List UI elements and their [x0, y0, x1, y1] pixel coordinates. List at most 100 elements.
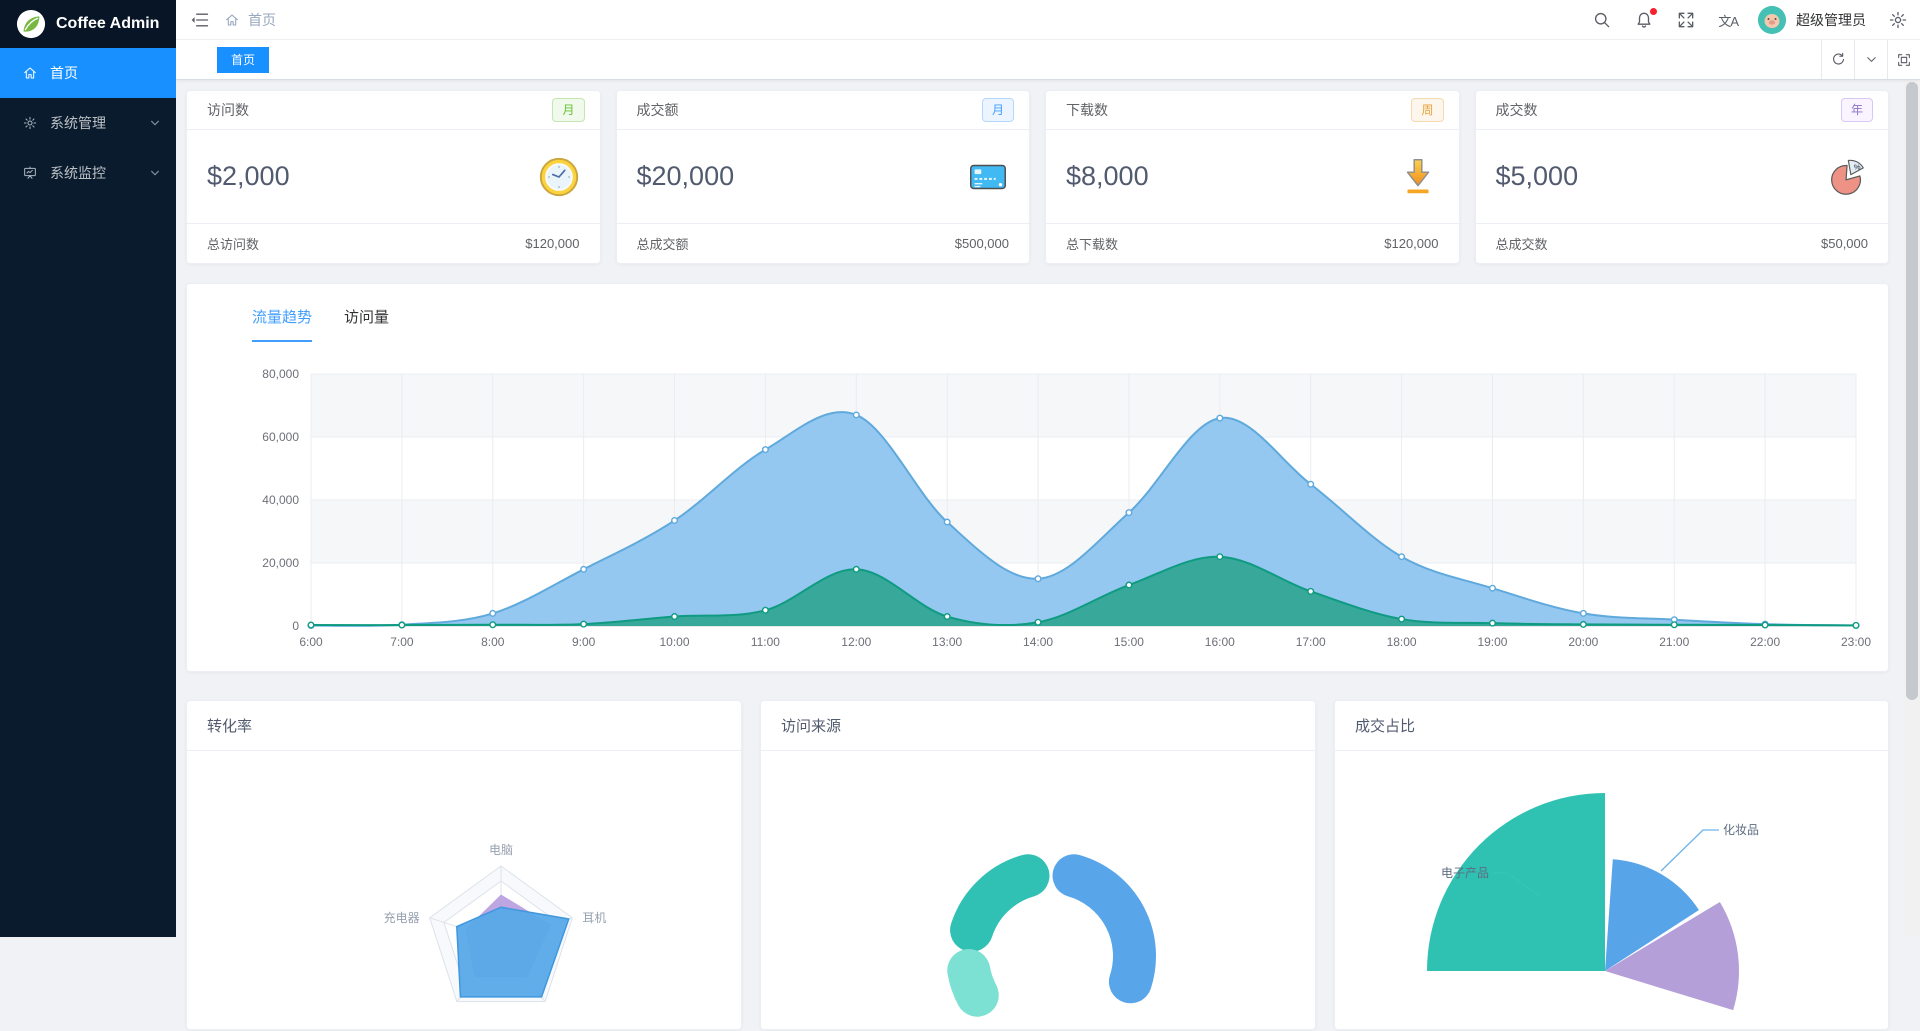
app-logo[interactable]: Coffee Admin [0, 0, 176, 48]
breadcrumb-item[interactable]: 首页 [248, 11, 276, 28]
svg-text:8:00: 8:00 [481, 635, 505, 649]
card-title: 访问来源 [781, 718, 842, 735]
deal-share-card: 成交占比 电子产品 化妆品 [1334, 700, 1889, 1030]
deal-share-pie-chart: 电子产品 化妆品 [1427, 793, 1759, 1011]
sidebar-item-label: 系统监控 [50, 165, 106, 181]
page-scrollbar[interactable] [1904, 80, 1920, 937]
sidebar: Coffee Admin 首页 系统管理 系统监控 [0, 0, 176, 937]
svg-text:%: % [1854, 162, 1861, 171]
svg-text:13:00: 13:00 [932, 635, 962, 649]
chevron-down-icon[interactable] [1854, 40, 1887, 79]
stat-title: 访问数 [207, 102, 249, 118]
sidebar-item-label: 首页 [50, 65, 78, 81]
main-content: 访问数 月 $2,000 总访问数 $120,000 成交额 月 [176, 80, 1904, 1030]
clock-icon [539, 157, 578, 196]
svg-text:22:00: 22:00 [1750, 635, 1780, 649]
svg-text:20:00: 20:00 [1568, 635, 1598, 649]
svg-text:14:00: 14:00 [1023, 635, 1053, 649]
tab-traffic-trend[interactable]: 流量趋势 [252, 306, 313, 342]
svg-text:7:00: 7:00 [390, 635, 414, 649]
tag-view-bar: 首页 [176, 40, 1920, 80]
breadcrumb: 首页 [224, 10, 276, 30]
svg-text:12:00: 12:00 [841, 635, 871, 649]
stat-footer-label: 总访问数 [207, 237, 260, 252]
svg-text:充电器: 充电器 [384, 910, 420, 925]
bell-icon[interactable] [1634, 8, 1658, 30]
stat-footer-value: $50,000 [1821, 236, 1868, 251]
visit-source-card: 访问来源 [760, 700, 1316, 1030]
top-header: 首页 文A 超级管理员 [176, 0, 1920, 40]
svg-text:23:00: 23:00 [1841, 635, 1871, 649]
monitor-icon [24, 166, 36, 179]
stat-footer-label: 总成交额 [636, 237, 689, 252]
period-badge: 周 [1411, 98, 1444, 122]
svg-text:6:00: 6:00 [299, 635, 323, 649]
trend-tabs: 流量趋势 访问量 [252, 306, 421, 342]
svg-text:80,000: 80,000 [262, 367, 299, 381]
conversion-rate-card: 转化率 电脑 耳机 充电器 [186, 700, 742, 1030]
avatar[interactable] [1758, 6, 1786, 34]
stat-footer-label: 总成交数 [1495, 237, 1548, 252]
svg-text:耳机: 耳机 [582, 911, 606, 925]
gear-icon [23, 116, 37, 130]
svg-text:电子产品: 电子产品 [1441, 866, 1489, 880]
bottom-card-row: 转化率 电脑 耳机 充电器 访问来源 成交占比 电子产品 化妆品 [186, 700, 1889, 1030]
stat-footer-value: $120,000 [525, 236, 580, 251]
sidebar-item-system-monitor[interactable]: 系统监控 [0, 148, 176, 198]
svg-text:11:00: 11:00 [751, 635, 780, 649]
traffic-trend-card: 流量趋势 访问量 6:00 7:00 8:00 9:00 10:00 11:00 12:00… [186, 283, 1889, 672]
svg-text:化妆品: 化妆品 [1723, 823, 1759, 837]
stat-footer-value: $500,000 [954, 236, 1009, 251]
period-badge: 月 [981, 98, 1014, 122]
scrollbar-thumb[interactable] [1906, 82, 1918, 700]
svg-text:10:00: 10:00 [660, 635, 690, 649]
period-badge: 月 [552, 98, 585, 122]
period-badge: 年 [1840, 98, 1873, 122]
svg-text:19:00: 19:00 [1477, 635, 1507, 649]
tabbar-controls [1821, 40, 1920, 79]
credit-card-icon [970, 164, 1006, 189]
stat-card-turnover: 成交额 月 $20,000 总成交额 $500,000 [615, 90, 1030, 264]
visit-source-donut-chart [947, 854, 1156, 1017]
stat-footer-label: 总下载数 [1066, 237, 1119, 252]
stat-value: $8,000 [1066, 161, 1149, 191]
translate-icon[interactable]: 文A [1718, 13, 1739, 29]
sidebar-item-home[interactable]: 首页 [0, 48, 176, 98]
sidebar-item-label: 系统管理 [50, 115, 106, 131]
traffic-trend-chart: 6:00 7:00 8:00 9:00 10:00 11:00 12:00 13:00 14:0… [262, 367, 1871, 649]
gear-icon[interactable] [1888, 10, 1908, 30]
refresh-icon[interactable] [1821, 40, 1854, 79]
svg-text:18:00: 18:00 [1387, 635, 1417, 649]
stat-card-downloads: 下载数 周 $8,000 总下载数 $120,000 [1045, 90, 1460, 264]
sidebar-item-system-management[interactable]: 系统管理 [0, 98, 176, 148]
chevron-down-icon [151, 120, 159, 126]
username[interactable]: 超级管理员 [1796, 12, 1866, 28]
svg-text:9:00: 9:00 [572, 635, 596, 649]
home-icon[interactable] [224, 12, 240, 28]
svg-text:16:00: 16:00 [1205, 635, 1235, 649]
stat-title: 成交额 [636, 102, 679, 118]
stat-title: 成交数 [1495, 102, 1538, 118]
maximize-icon[interactable] [1887, 40, 1920, 79]
svg-text:17:00: 17:00 [1296, 635, 1326, 649]
stat-value: $20,000 [636, 161, 735, 191]
menu-fold-icon[interactable] [190, 10, 210, 30]
stat-card-visits: 访问数 月 $2,000 总访问数 $120,000 [186, 90, 601, 264]
svg-text:21:00: 21:00 [1659, 635, 1689, 649]
header-actions: 文A 超级管理员 [1570, 0, 1908, 40]
home-icon [24, 67, 36, 79]
svg-text:0: 0 [292, 619, 299, 633]
stat-value: $5,000 [1495, 161, 1579, 191]
tab-home[interactable]: 首页 [217, 47, 270, 73]
search-icon[interactable] [1592, 10, 1612, 30]
app-title: Coffee Admin [56, 15, 160, 32]
fullscreen-icon[interactable] [1676, 10, 1696, 30]
tab-visit-volume[interactable]: 访问量 [344, 309, 390, 326]
leaf-logo-icon [16, 9, 46, 39]
stat-title: 下载数 [1066, 102, 1108, 118]
card-title: 转化率 [207, 718, 253, 735]
stat-card-row: 访问数 月 $2,000 总访问数 $120,000 成交额 月 [186, 90, 1889, 264]
download-icon [1406, 158, 1429, 193]
svg-text:15:00: 15:00 [1114, 635, 1144, 649]
